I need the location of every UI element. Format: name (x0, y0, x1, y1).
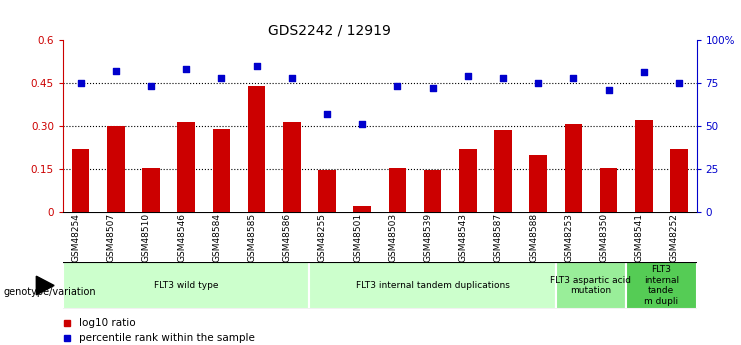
Bar (565, 125, 582, 212)
Bar (494, 130, 512, 212)
Bar (318, 170, 336, 212)
Text: GSM48507: GSM48507 (107, 213, 116, 262)
Text: GSM48539: GSM48539 (424, 213, 433, 262)
Point (462, 73, 473, 79)
Bar (626, 262, 697, 309)
Point (568, 75, 579, 80)
Point (110, 68, 122, 73)
Bar (310, 262, 556, 309)
Point (673, 80, 685, 86)
Text: genotype/variation: genotype/variation (4, 287, 96, 296)
Point (427, 85, 439, 91)
Bar (599, 168, 617, 212)
Point (602, 87, 614, 92)
Point (391, 83, 403, 89)
Text: FLT3 aspartic acid
mutation: FLT3 aspartic acid mutation (551, 276, 631, 295)
Text: GSM48546: GSM48546 (177, 213, 186, 262)
Text: GSM48541: GSM48541 (635, 213, 644, 262)
Point (145, 83, 157, 89)
Text: log10 ratio: log10 ratio (79, 318, 136, 327)
Bar (142, 168, 160, 212)
Text: GSM48503: GSM48503 (388, 213, 397, 262)
Bar (213, 129, 230, 212)
Bar (635, 120, 653, 212)
Point (216, 75, 227, 80)
Text: GSM48585: GSM48585 (247, 213, 256, 262)
Bar (63, 262, 310, 309)
Text: GSM48255: GSM48255 (318, 213, 327, 262)
Bar (388, 168, 406, 212)
Bar (670, 149, 688, 212)
Bar (177, 122, 195, 212)
Text: GSM48588: GSM48588 (529, 213, 538, 262)
Text: GSM48510: GSM48510 (142, 213, 151, 262)
Point (638, 70, 650, 75)
Point (180, 66, 192, 72)
Point (532, 80, 544, 86)
Bar (353, 206, 371, 212)
Bar (247, 86, 265, 212)
Point (356, 121, 368, 127)
Text: GSM48253: GSM48253 (565, 213, 574, 262)
Title: GDS2242 / 12919: GDS2242 / 12919 (268, 23, 391, 37)
Bar (556, 262, 626, 309)
Point (321, 111, 333, 117)
Text: GSM48586: GSM48586 (283, 213, 292, 262)
Text: GSM48501: GSM48501 (353, 213, 362, 262)
Point (250, 63, 262, 68)
Text: FLT3
internal
tande
m dupli: FLT3 internal tande m dupli (644, 265, 679, 306)
Text: GSM48254: GSM48254 (72, 213, 81, 262)
Text: percentile rank within the sample: percentile rank within the sample (79, 333, 255, 343)
Bar (107, 126, 124, 212)
Text: GSM48252: GSM48252 (670, 213, 679, 262)
Text: GSM48587: GSM48587 (494, 213, 503, 262)
Point (497, 75, 509, 80)
Bar (459, 149, 476, 212)
Text: GSM48584: GSM48584 (213, 213, 222, 262)
Polygon shape (36, 276, 54, 295)
Point (75, 80, 87, 86)
Point (286, 75, 298, 80)
Text: FLT3 wild type: FLT3 wild type (154, 281, 219, 290)
Text: FLT3 internal tandem duplications: FLT3 internal tandem duplications (356, 281, 510, 290)
Bar (529, 155, 547, 212)
Text: GSM48350: GSM48350 (599, 213, 608, 262)
Bar (283, 122, 301, 212)
Bar (72, 149, 90, 212)
Bar (424, 170, 442, 212)
Text: GSM48543: GSM48543 (459, 213, 468, 262)
